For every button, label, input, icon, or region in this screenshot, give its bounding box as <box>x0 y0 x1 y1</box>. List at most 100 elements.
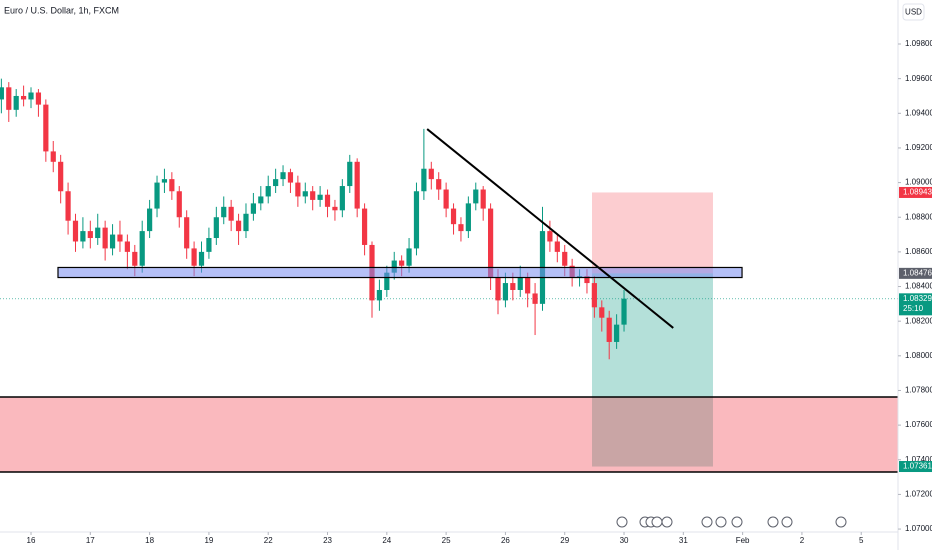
candle-body <box>28 92 34 100</box>
candle-body <box>213 217 219 239</box>
event-icon[interactable] <box>767 516 779 528</box>
candle-body <box>191 248 197 266</box>
x-tick-label: 19 <box>204 536 213 545</box>
x-tick-label: 26 <box>501 536 510 545</box>
candle-body <box>161 179 168 183</box>
candle-body <box>510 283 516 290</box>
candle-body <box>43 104 49 152</box>
candle-body <box>302 191 308 197</box>
candle-body <box>13 95 19 110</box>
y-tick-label: 1.07000 <box>905 524 932 533</box>
candle-body <box>295 182 301 197</box>
candle-body <box>72 220 79 242</box>
last-price-tag-label: 1.08329 <box>903 294 932 303</box>
currency-button[interactable] <box>902 3 925 21</box>
candle-body <box>176 191 182 218</box>
candle-body <box>591 283 597 308</box>
currency-label: USD <box>905 8 922 17</box>
x-tick-label: 17 <box>86 536 95 545</box>
x-tick-label: 18 <box>145 536 154 545</box>
candle-body <box>154 182 160 209</box>
candle-body <box>235 220 242 232</box>
candle-body <box>339 186 345 211</box>
y-tick-label: 1.08800 <box>905 212 932 221</box>
candle-body <box>310 191 316 200</box>
overlays <box>57 128 743 329</box>
countdown-label: 25:10 <box>903 304 924 313</box>
candle-body <box>265 186 271 197</box>
candle-body <box>243 213 249 232</box>
x-tick-label: 2 <box>800 536 805 545</box>
event-icon[interactable] <box>731 516 743 528</box>
candle-body <box>517 277 523 290</box>
y-tick-label: 1.08200 <box>905 316 932 325</box>
x-tick-label: 22 <box>264 536 273 545</box>
candle-body <box>599 307 605 318</box>
zone <box>0 397 898 473</box>
event-icon[interactable] <box>661 516 673 528</box>
event-icon[interactable] <box>651 516 663 528</box>
candle-body <box>324 194 331 207</box>
candle-body <box>221 206 227 218</box>
candle-body <box>354 161 360 209</box>
drawings <box>0 192 898 473</box>
candle-body <box>532 293 538 304</box>
last-price-tag <box>899 293 932 316</box>
candle-body <box>332 206 338 211</box>
y-tick-label: 1.07200 <box>905 490 932 499</box>
candle-body <box>614 324 620 342</box>
event-icon[interactable] <box>715 516 727 528</box>
candle-body <box>621 298 627 325</box>
stop-area <box>592 192 713 274</box>
candle-body <box>228 206 234 221</box>
candle-body <box>487 208 494 278</box>
candle-body <box>554 241 560 252</box>
event-icons <box>616 516 847 528</box>
candle-body <box>273 179 279 187</box>
x-tick-label: 16 <box>27 536 36 545</box>
target-tag-label: 1.07361 <box>903 462 932 471</box>
candle-body <box>347 161 353 187</box>
candle-body <box>117 234 123 242</box>
trend-line <box>426 128 674 329</box>
event-icon[interactable] <box>701 516 713 528</box>
candle-body <box>428 168 434 180</box>
stop-tag-label: 1.08943 <box>903 188 932 197</box>
candle-body <box>124 241 130 252</box>
candle-body <box>391 260 397 273</box>
candle-body <box>0 87 4 100</box>
x-tick-label: 23 <box>323 536 332 545</box>
x-tick-label: 29 <box>560 536 569 545</box>
y-tick-label: 1.09800 <box>905 39 932 48</box>
candle-body <box>547 231 553 242</box>
candle-body <box>399 260 405 266</box>
y-tick-label: 1.07800 <box>905 386 932 395</box>
x-tick-label: 30 <box>620 536 629 545</box>
y-tick-label: 1.09600 <box>905 74 932 83</box>
candle-body <box>406 248 412 266</box>
candle-body <box>443 189 449 209</box>
event-icon[interactable] <box>616 516 628 528</box>
y-tick-label: 1.07400 <box>905 455 932 464</box>
candle-body <box>361 208 368 245</box>
candle-body <box>436 179 442 190</box>
y-tick-label: 1.09400 <box>905 108 932 117</box>
candle-body <box>198 251 205 266</box>
target-tag <box>899 461 932 473</box>
y-tick-label: 1.07600 <box>905 420 932 429</box>
candle-body <box>562 251 568 266</box>
candle-body <box>465 203 471 232</box>
candle-body <box>376 289 383 301</box>
target-area <box>592 273 713 467</box>
candle-body <box>584 276 590 284</box>
candle-body <box>80 231 86 242</box>
candle-body <box>65 191 71 221</box>
candle-body <box>147 208 153 232</box>
candle-body <box>102 227 108 249</box>
candle-body <box>525 277 531 294</box>
candle-body <box>132 251 138 266</box>
candle-body <box>109 234 116 249</box>
event-icon[interactable] <box>781 516 793 528</box>
candle-body <box>421 168 427 192</box>
event-icon[interactable] <box>835 516 847 528</box>
